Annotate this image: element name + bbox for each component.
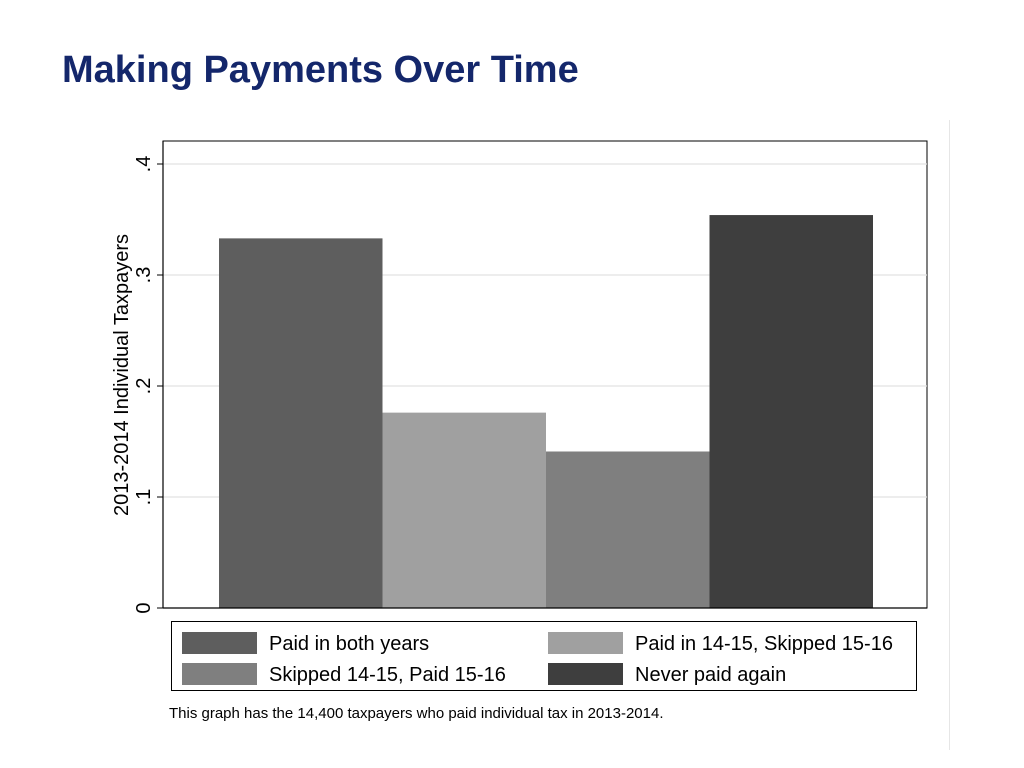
legend-label: Skipped 14-15, Paid 15-16 [269, 664, 506, 686]
legend-label: Paid in 14-15, Skipped 15-16 [635, 633, 893, 655]
y-tick-label: 0 [133, 602, 155, 613]
chart-legend: Paid in both years Paid in 14-15, Skippe… [171, 621, 917, 691]
y-tick-label: .1 [133, 489, 155, 506]
chart-caption: This graph has the 14,400 taxpayers who … [169, 705, 664, 722]
bar [219, 238, 383, 608]
slide-title: Making Payments Over Time [62, 49, 579, 91]
legend-label: Never paid again [635, 664, 787, 686]
bars [219, 215, 873, 608]
y-ticks: 0 .1 .2 .3 .4 [133, 156, 163, 614]
legend-swatch [182, 663, 257, 685]
legend-label: Paid in both years [269, 633, 430, 655]
y-axis-title: 2013-2014 Individual Taxpayers [111, 234, 133, 516]
legend-swatch [548, 663, 623, 685]
y-tick-label: .3 [133, 267, 155, 284]
y-tick-label: .4 [133, 156, 155, 173]
y-tick-label: .2 [133, 378, 155, 395]
bar [382, 412, 546, 608]
bar [546, 451, 710, 608]
legend-swatch [182, 632, 257, 654]
slide-divider [949, 120, 950, 750]
legend-swatch [548, 632, 623, 654]
bar [709, 215, 873, 608]
